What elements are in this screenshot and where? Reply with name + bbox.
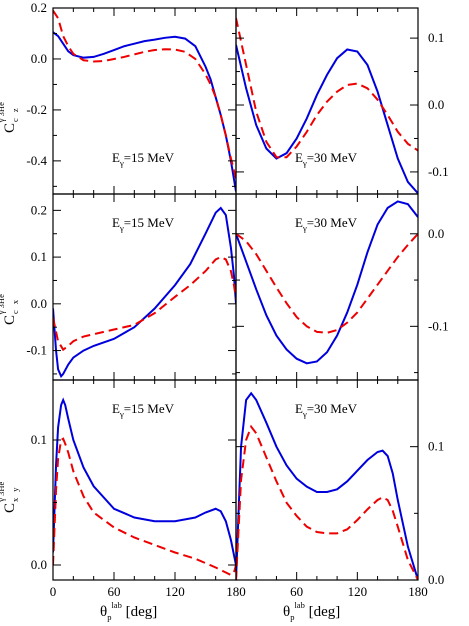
y-label-sub1: c <box>10 118 20 122</box>
x-label-sup: lab <box>294 600 304 610</box>
y-label-sup: γ 3He <box>0 294 6 315</box>
y-tick-label: 0.2 <box>31 202 47 217</box>
energy-symbol: E <box>295 401 303 416</box>
series-line-solid-blue <box>236 200 418 365</box>
series-line-solid-blue <box>236 391 418 580</box>
x-tick-label: 180 <box>408 584 428 599</box>
x-tick-label: 60 <box>290 584 303 599</box>
energy-annotation: Eγ=30 MeV <box>295 150 358 168</box>
series-line-solid-blue <box>53 397 236 566</box>
y-tick-label: -0.2 <box>26 102 47 117</box>
panel-frame <box>52 7 237 195</box>
energy-subscript: γ <box>119 223 124 233</box>
energy-symbol: E <box>112 150 120 165</box>
y-tick-label: 0.1 <box>428 439 444 454</box>
y-label-main: C <box>2 315 18 325</box>
energy-value: =30 MeV <box>307 215 358 230</box>
x-label-sub: p <box>290 612 294 622</box>
y-tick-label: 0.1 <box>428 30 444 45</box>
y-tick-label: 0.0 <box>31 51 47 66</box>
y-tick-label: -0.1 <box>428 164 449 179</box>
x-label-theta: θ <box>100 604 107 620</box>
panel-frame <box>235 379 419 581</box>
y-tick-label: 0.1 <box>31 249 47 264</box>
y-tick-label: 0.0 <box>31 296 47 311</box>
panel-1: 0.2 0.0 -0.2 -0.4 Eγ=15 MeV <box>26 0 237 195</box>
y-tick-label: 0.0 <box>428 97 444 112</box>
series-line-dashed-red <box>236 17 418 159</box>
energy-annotation: Eγ=15 MeV <box>112 401 175 419</box>
series-line-solid-blue <box>53 31 236 192</box>
energy-annotation: Eγ=15 MeV <box>112 215 175 233</box>
y-label-sub2: y <box>10 487 20 492</box>
energy-value: =30 MeV <box>307 150 358 165</box>
y-tick-label: -0.4 <box>26 153 47 168</box>
energy-annotation: Eγ=30 MeV <box>295 215 358 233</box>
x-axis-label-col1: θplab [deg] <box>100 600 157 622</box>
x-tick-label: 180 <box>226 584 246 599</box>
x-label-theta: θ <box>283 604 290 620</box>
y-label-sup: γ 3He <box>0 102 6 123</box>
panel-2: 0.1 0.0 -0.1 Eγ=30 MeV <box>235 7 449 195</box>
y-label-sub2: z <box>10 108 20 112</box>
y-tick-label: 0.0 <box>428 572 444 587</box>
energy-value: =15 MeV <box>124 215 175 230</box>
series-line-dashed-red <box>53 9 236 179</box>
energy-symbol: E <box>112 401 120 416</box>
y-tick-label: 0.0 <box>31 557 47 572</box>
y-label-sub1: c <box>10 310 20 314</box>
energy-subscript: γ <box>302 409 307 419</box>
series-line-solid-blue <box>53 206 236 379</box>
energy-value: =30 MeV <box>307 401 358 416</box>
energy-symbol: E <box>295 150 303 165</box>
energy-value: =15 MeV <box>124 401 175 416</box>
energy-annotation: Eγ=30 MeV <box>295 401 358 419</box>
energy-value: =15 MeV <box>124 150 175 165</box>
energy-subscript: γ <box>119 409 124 419</box>
y-axis-label-row1: Cc γ 3He z <box>0 102 20 133</box>
series-line-dashed-red <box>236 232 418 334</box>
energy-symbol: E <box>112 215 120 230</box>
y-tick-label: -0.1 <box>428 318 449 333</box>
y-tick-label: 0.0 <box>428 226 444 241</box>
series-line-dashed-red <box>53 437 236 577</box>
x-label-sub: p <box>107 612 111 622</box>
y-tick-label: -0.1 <box>26 343 47 358</box>
panel-5: 0.1 0.0 Eγ=15 MeV <box>31 379 237 581</box>
y-label-sub1: x <box>10 497 20 502</box>
y-tick-label: 0.1 <box>31 432 47 447</box>
y-tick-label: 0.2 <box>31 0 47 15</box>
panel-4: 0.0 -0.1 Eγ=30 MeV <box>235 193 449 381</box>
x-axis-label-col2: θplab [deg] <box>283 600 340 622</box>
energy-subscript: γ <box>119 158 124 168</box>
x-label-unit: [deg] <box>122 604 157 620</box>
panel-3: 0.2 0.1 0.0 -0.1 Eγ=15 MeV <box>26 193 237 381</box>
y-axis-label-row2: Cc γ 3He x <box>0 294 20 325</box>
x-tick-label: 60 <box>108 584 121 599</box>
x-tick-label: 120 <box>348 584 368 599</box>
energy-subscript: γ <box>302 158 307 168</box>
x-tick-label: 120 <box>165 584 185 599</box>
y-label-sup: γ 3He <box>0 481 6 502</box>
energy-symbol: E <box>295 215 303 230</box>
x-label-sup: lab <box>111 600 121 610</box>
y-label-main: C <box>2 503 18 513</box>
energy-subscript: γ <box>302 223 307 233</box>
y-label-main: C <box>2 123 18 133</box>
x-tick-label: 0 <box>50 584 57 599</box>
energy-annotation: Eγ=15 MeV <box>112 150 175 168</box>
y-axis-label-row3: Cx γ 3He y <box>0 481 20 513</box>
series-line-dashed-red <box>236 424 418 580</box>
panel-6: 0.1 0.0 Eγ=30 MeV <box>235 379 444 587</box>
series-line-dashed-red <box>53 255 236 352</box>
series-line-solid-blue <box>236 44 418 194</box>
y-label-sub2: x <box>10 299 20 304</box>
x-label-unit: [deg] <box>305 604 340 620</box>
